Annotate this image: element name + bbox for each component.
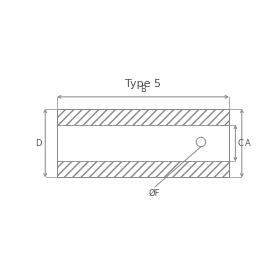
Bar [57, 109, 229, 125]
Circle shape [196, 137, 206, 147]
Bar [57, 109, 229, 177]
Text: B: B [140, 85, 146, 94]
Text: D: D [35, 139, 42, 148]
Text: C: C [238, 139, 244, 148]
Bar [57, 109, 229, 177]
Bar [57, 161, 229, 177]
Text: A: A [245, 139, 250, 148]
Text: ØF: ØF [148, 189, 160, 198]
Text: Type 5: Type 5 [125, 79, 161, 89]
